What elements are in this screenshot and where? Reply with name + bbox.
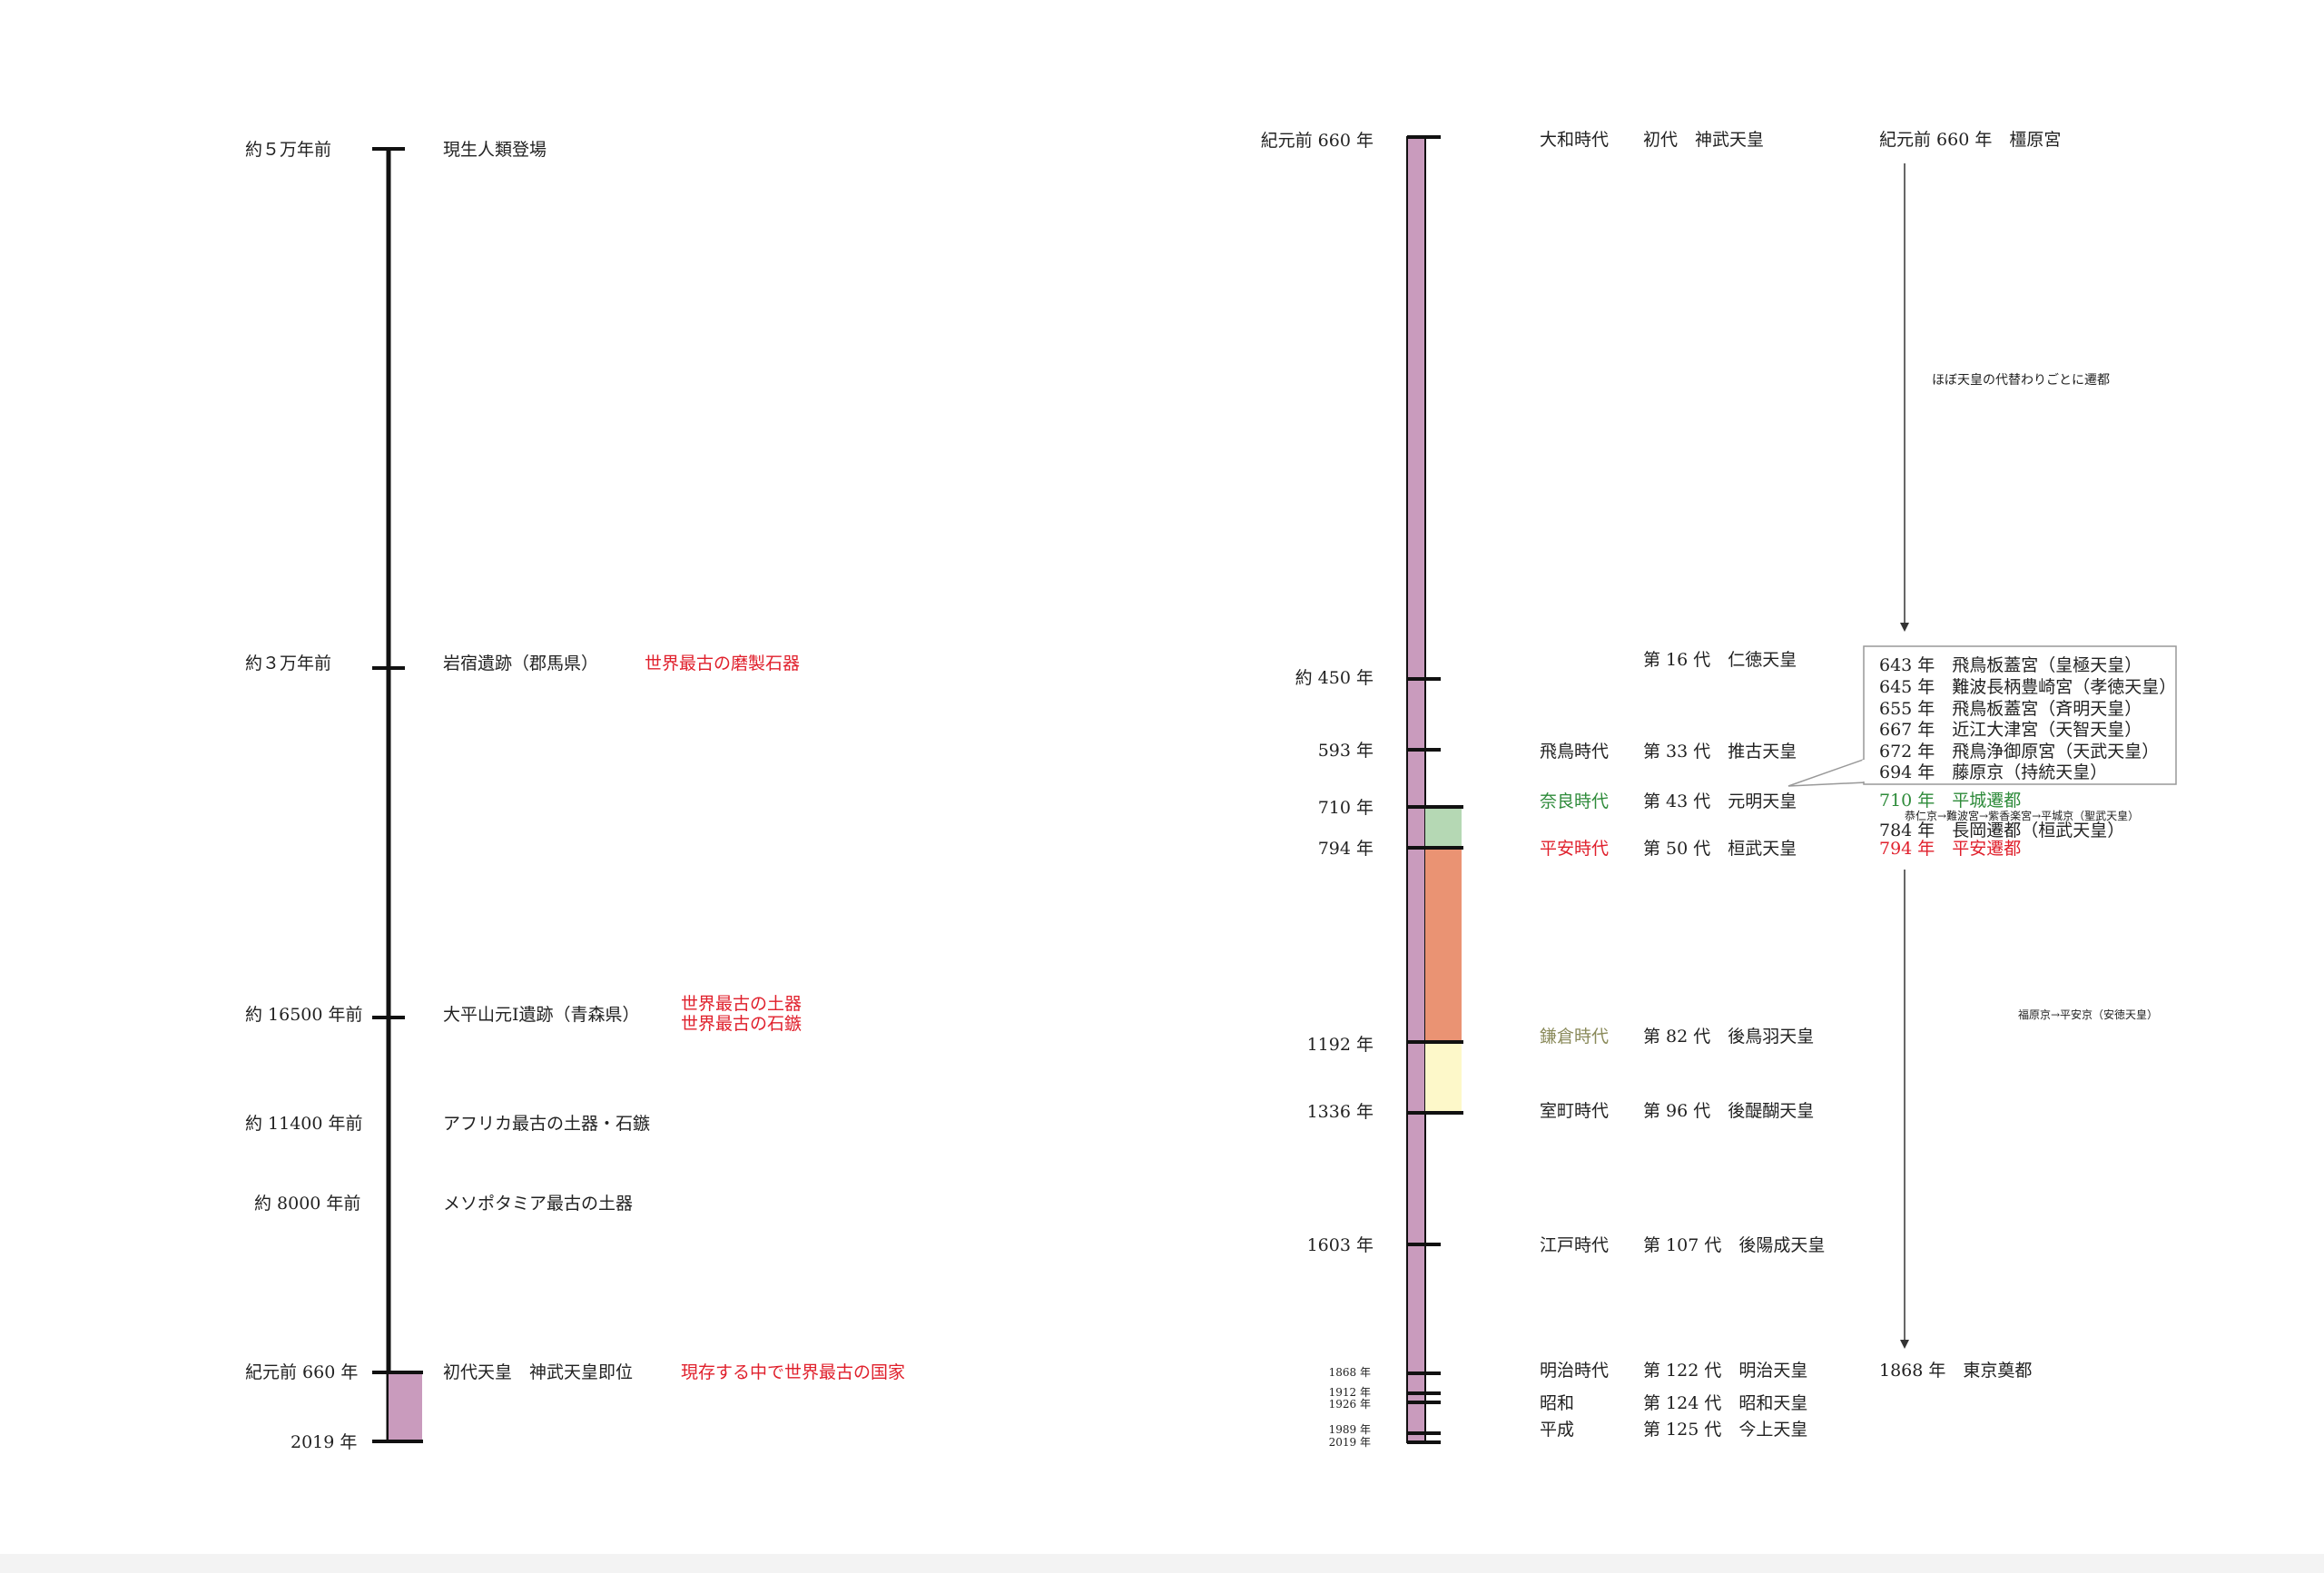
- era-label: 明治時代: [1540, 1361, 1609, 1381]
- emperor-label: 第 107 代 後陽成天皇: [1643, 1235, 1825, 1255]
- era-label: 平安時代: [1540, 839, 1609, 859]
- right-year: 794 年: [1318, 839, 1374, 859]
- right-year: 1192 年: [1307, 1035, 1374, 1055]
- right-year: 1603 年: [1307, 1235, 1374, 1255]
- right-year: 1989 年: [1329, 1423, 1371, 1436]
- era-label: 室町時代: [1540, 1101, 1609, 1121]
- left-note: 世界最古の石鏃: [681, 1014, 802, 1034]
- callout-line: 667 年 近江大津宮（天智天皇）: [1879, 720, 2142, 740]
- era-label: 平成: [1540, 1420, 1574, 1440]
- capital-nagaoka: 784 年 長岡遷都（桓武天皇）: [1879, 821, 2124, 841]
- emperor-label: 第 125 代 今上天皇: [1643, 1420, 1807, 1440]
- left-timeline: 約５万年前 現生人類登場 約３万年前 岩宿遺跡（郡馬県） 世界最古の磨製石器 約…: [245, 140, 905, 1452]
- left-era-bar: [389, 1372, 422, 1441]
- capital-tokyo: 1868 年 東京奠都: [1879, 1361, 2032, 1381]
- left-event: 岩宿遺跡（郡馬県）: [443, 654, 598, 673]
- left-event: 初代天皇 神武天皇即位: [443, 1362, 633, 1382]
- left-date: 2019 年: [290, 1432, 357, 1452]
- kamakura-era-fill: [1425, 1042, 1462, 1113]
- right-year: 1912 年: [1329, 1386, 1371, 1399]
- callout-line: 643 年 飛鳥板蓋宮（皇極天皇）: [1879, 655, 2142, 675]
- capital-callout-box: [1863, 645, 2177, 785]
- left-date: 約３万年前: [245, 654, 331, 673]
- right-year: 2019 年: [1329, 1436, 1371, 1449]
- right-timeline: 紀元前 660 年 約 450 年 593 年 710 年 794 年 1192…: [1261, 130, 2177, 1449]
- left-date: 約 16500 年前: [245, 1005, 363, 1025]
- arrow-down-icon: [1900, 1340, 1909, 1349]
- right-year: 593 年: [1318, 741, 1374, 761]
- capital-moves-note: ほぼ天皇の代替わりごとに遷都: [1932, 373, 2110, 388]
- nara-era-fill: [1425, 807, 1462, 848]
- heian-era-fill: [1425, 848, 1462, 1042]
- capital-kashihara: 紀元前 660 年 橿原宮: [1879, 130, 2061, 150]
- right-year: 1868 年: [1329, 1366, 1371, 1379]
- left-date: 紀元前 660 年: [245, 1362, 358, 1382]
- callout-line: 655 年 飛鳥板蓋宮（斉明天皇）: [1879, 699, 2142, 719]
- emperor-label: 第 122 代 明治天皇: [1643, 1361, 1807, 1381]
- capital-heijo-sub: 恭仁京→難波宮→紫香楽宮→平城京（聖武天皇）: [1905, 809, 2139, 822]
- right-year: 約 450 年: [1295, 668, 1374, 688]
- era-label: 鎌倉時代: [1540, 1027, 1609, 1047]
- emperor-label: 第 96 代 後醍醐天皇: [1643, 1101, 1814, 1121]
- left-note: 世界最古の土器: [681, 994, 802, 1014]
- emperor-label: 第 43 代 元明天皇: [1643, 791, 1797, 811]
- callout-line: 694 年 藤原京（持統天皇）: [1879, 762, 2107, 782]
- right-year: 710 年: [1318, 798, 1374, 818]
- capital-heijo: 710 年 平城遷都: [1879, 791, 2021, 811]
- callout-line: 645 年 難波長柄豊崎宮（孝徳天皇）: [1879, 677, 2176, 697]
- era-label: 大和時代: [1540, 130, 1609, 150]
- left-date: 約 11400 年前: [245, 1114, 363, 1134]
- left-note: 現存する中で世界最古の国家: [681, 1362, 905, 1382]
- era-label: 奈良時代: [1540, 791, 1609, 811]
- right-year: 1926 年: [1329, 1398, 1371, 1411]
- emperor-label: 初代 神武天皇: [1643, 130, 1764, 150]
- arrow-down-icon: [1900, 623, 1909, 632]
- left-date: 約 8000 年前: [254, 1194, 360, 1214]
- emperor-label: 第 16 代 仁徳天皇: [1643, 650, 1797, 670]
- right-year: 紀元前 660 年: [1261, 131, 1374, 151]
- capital-heian: 794 年 平安遷都: [1879, 839, 2021, 859]
- emperor-label: 第 50 代 桓武天皇: [1643, 839, 1797, 859]
- era-label: 江戸時代: [1540, 1235, 1609, 1255]
- left-date: 約５万年前: [245, 140, 331, 160]
- era-label: 昭和: [1540, 1393, 1574, 1413]
- left-event: アフリカ最古の土器・石鏃: [443, 1114, 650, 1134]
- right-axis-bar: [1406, 136, 1426, 1443]
- left-event: 現生人類登場: [443, 140, 547, 160]
- capital-callout-pointer: [1787, 757, 1866, 787]
- capital-fukuhara: 福原京→平安京（安徳天皇）: [2018, 1008, 2158, 1021]
- emperor-label: 第 124 代 昭和天皇: [1643, 1393, 1807, 1413]
- era-label: 飛鳥時代: [1540, 742, 1609, 762]
- left-event: メソポタミア最古の土器: [443, 1194, 633, 1214]
- left-note: 世界最古の磨製石器: [645, 654, 800, 673]
- emperor-label: 第 33 代 推古天皇: [1643, 742, 1797, 762]
- emperor-label: 第 82 代 後鳥羽天皇: [1643, 1027, 1814, 1047]
- bottom-band: [0, 1554, 2324, 1573]
- callout-line: 672 年 飛鳥浄御原宮（天武天皇）: [1879, 742, 2159, 762]
- right-year: 1336 年: [1307, 1102, 1374, 1122]
- left-event: 大平山元Ⅰ遺跡（青森県）: [443, 1005, 640, 1025]
